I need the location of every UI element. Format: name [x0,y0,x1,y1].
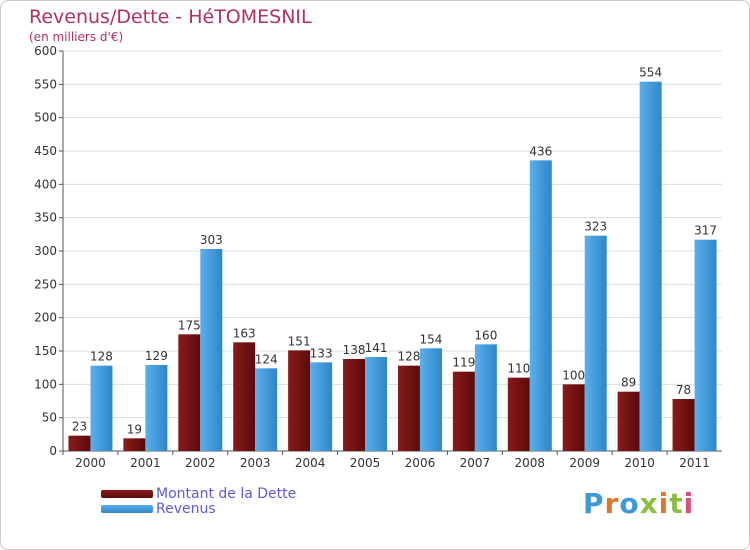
bar-debt [617,391,640,451]
y-tick-label: 350 [34,211,57,225]
data-label-debt: 119 [452,356,475,370]
logo-letter: o [619,487,640,520]
bar-debt [397,365,420,451]
y-tick-label: 150 [34,344,57,358]
y-tick-label: 100 [34,377,57,391]
bar-debt [178,334,201,451]
legend-label-revenue: Revenus [156,501,216,517]
bar-debt [288,350,311,451]
data-label-revenue: 124 [255,352,278,366]
data-label-debt: 151 [288,334,311,348]
data-label-revenue: 436 [529,144,552,158]
logo-letter: i [683,487,695,520]
data-label-revenue: 128 [90,350,113,364]
data-label-debt: 89 [621,376,636,390]
y-tick-label: 400 [34,177,57,191]
data-label-revenue: 160 [474,328,497,342]
bar-revenue [145,365,168,451]
x-tick-label: 2009 [569,456,600,470]
data-label-debt: 110 [507,362,530,376]
x-tick-label: 2001 [130,456,161,470]
y-tick-label: 50 [42,411,57,425]
bar-debt [452,371,475,451]
data-label-revenue: 154 [420,332,443,346]
bar-revenue [419,348,442,451]
data-label-debt: 128 [398,350,421,364]
y-tick-label: 0 [49,444,57,458]
x-tick-label: 2008 [515,456,546,470]
data-label-revenue: 129 [145,349,168,363]
logo-letter: x [639,487,659,520]
bar-revenue [90,365,113,451]
logo-letter: t [669,487,684,520]
y-tick-label: 200 [34,311,57,325]
x-tick-label: 2002 [185,456,216,470]
bar-debt [672,399,695,451]
x-tick-label: 2010 [624,456,655,470]
bar-revenue [310,362,333,451]
data-label-revenue: 323 [584,220,607,234]
y-tick-label: 450 [34,144,57,158]
x-tick-label: 2000 [75,456,106,470]
legend-label-debt: Montant de la Dette [156,486,297,502]
x-tick-label: 2007 [460,456,491,470]
x-tick-label: 2005 [350,456,381,470]
bar-revenue [584,235,607,451]
data-label-debt: 100 [562,368,585,382]
chart-title: Revenus/Dette - HéTOMESNIL [29,6,312,28]
data-label-debt: 23 [72,420,87,434]
bar-revenue [694,239,717,451]
bar-debt [68,435,91,451]
bar-revenue [639,81,662,452]
bar-revenue [529,160,552,452]
bar-revenue [255,368,278,451]
y-tick-label: 250 [34,277,57,291]
bar-debt [507,377,530,451]
data-label-debt: 19 [127,422,142,436]
logo-letter: r [604,487,620,520]
proxiti-logo: Proxiti [583,487,694,520]
x-tick-label: 2011 [679,456,710,470]
data-label-debt: 163 [233,326,256,340]
data-label-revenue: 133 [310,346,333,360]
bar-revenue [474,344,497,451]
y-tick-label: 500 [34,111,57,125]
bar-debt [562,384,585,451]
bar-revenue [365,357,388,451]
data-label-revenue: 141 [365,341,388,355]
data-label-debt: 138 [343,343,366,357]
x-tick-label: 2004 [295,456,326,470]
bar-debt [123,438,146,451]
data-label-revenue: 554 [639,66,662,80]
y-tick-label: 300 [34,244,57,258]
x-tick-label: 2003 [240,456,271,470]
legend-swatch-debt [101,490,153,498]
bar-debt [343,359,366,451]
data-label-debt: 78 [676,383,691,397]
data-label-debt: 175 [178,318,201,332]
logo-letter: i [658,487,670,520]
data-label-revenue: 303 [200,233,223,247]
legend-swatch-revenue [101,505,153,513]
bar-revenue [200,249,223,451]
bar-debt [233,342,256,451]
y-tick-label: 600 [34,44,57,58]
chart-subtitle: (en milliers d'€) [29,30,124,44]
y-tick-label: 550 [34,77,57,91]
data-label-revenue: 317 [694,224,717,238]
x-tick-label: 2006 [405,456,436,470]
logo-letter: P [583,487,605,520]
